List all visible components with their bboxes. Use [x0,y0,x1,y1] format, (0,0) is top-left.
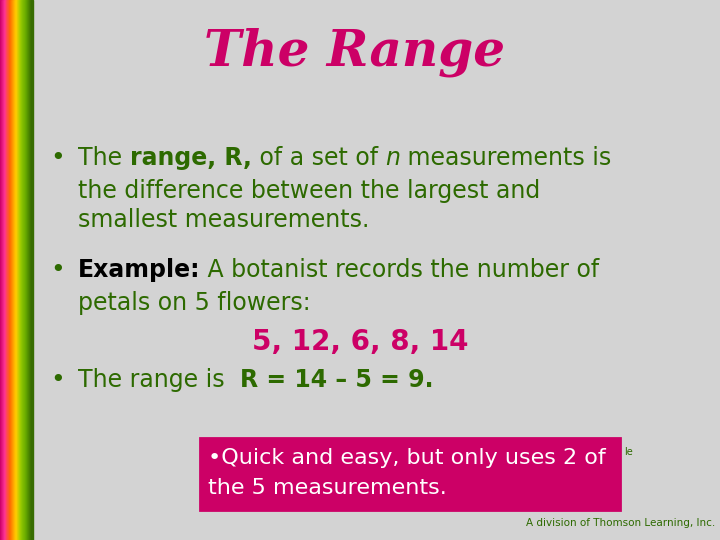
Text: of a set of: of a set of [251,146,385,170]
Bar [4,0,5,540]
Bar [9,0,10,540]
Bar [24,0,25,540]
Bar [200,438,620,510]
Bar [28,0,29,540]
Text: the 5 measurements.: the 5 measurements. [208,478,446,498]
Text: The range is: The range is [78,368,240,392]
Bar [25,0,26,540]
Bar [19,0,20,540]
Text: smallest measurements.: smallest measurements. [78,208,369,232]
Bar [9,0,11,540]
Text: •: • [50,258,65,282]
Bar [22,0,23,540]
Bar [31,0,32,540]
Bar [26,0,27,540]
Bar [11,0,12,540]
Text: A division of Thomson Learning, Inc.: A division of Thomson Learning, Inc. [526,518,715,528]
Bar [21,0,22,540]
Bar [7,0,8,540]
Bar [6,0,7,540]
Bar [19,0,21,540]
Bar [12,0,13,540]
Bar [4,0,5,540]
Bar [20,0,22,540]
Bar [1,0,3,540]
Bar [16,0,17,540]
Text: •: • [50,368,65,392]
Bar [29,0,30,540]
Bar [12,0,13,540]
Bar [8,0,9,540]
Bar [3,0,4,540]
Bar [14,0,15,540]
Bar [24,0,26,540]
Bar [7,0,9,540]
Bar [15,0,17,540]
Bar [13,0,14,540]
Bar [18,0,19,540]
Bar [2,0,3,540]
Bar [15,0,16,540]
Bar [17,0,19,540]
Text: The: The [78,146,130,170]
Bar [6,0,7,540]
Bar [3,0,4,540]
Text: •: • [50,146,65,170]
Bar [26,0,27,540]
Bar [27,0,28,540]
Bar [14,0,15,540]
Text: range, R,: range, R, [130,146,251,170]
Bar [5,0,6,540]
Bar [1,0,2,540]
Bar [17,0,18,540]
Text: Example:: Example: [78,258,200,282]
Bar [10,0,12,540]
Text: 5, 12, 6, 8, 14: 5, 12, 6, 8, 14 [252,328,468,356]
Text: A botanist records the number of: A botanist records the number of [200,258,600,282]
Bar [5,0,6,540]
Text: R = 14 – 5 = 9.: R = 14 – 5 = 9. [240,368,433,392]
Text: petals on 5 flowers:: petals on 5 flowers: [78,291,310,315]
Text: n: n [385,146,400,170]
Bar [28,0,30,540]
Text: the difference between the largest and: the difference between the largest and [78,179,540,203]
Text: le: le [624,447,633,457]
Bar [22,0,24,540]
Bar [30,0,32,540]
Text: •Quick and easy, but only uses 2 of: •Quick and easy, but only uses 2 of [208,448,606,468]
Bar [30,0,31,540]
Text: measurements is: measurements is [400,146,611,170]
Text: The Range: The Range [204,27,505,77]
Bar [0,0,1,540]
Bar [23,0,24,540]
